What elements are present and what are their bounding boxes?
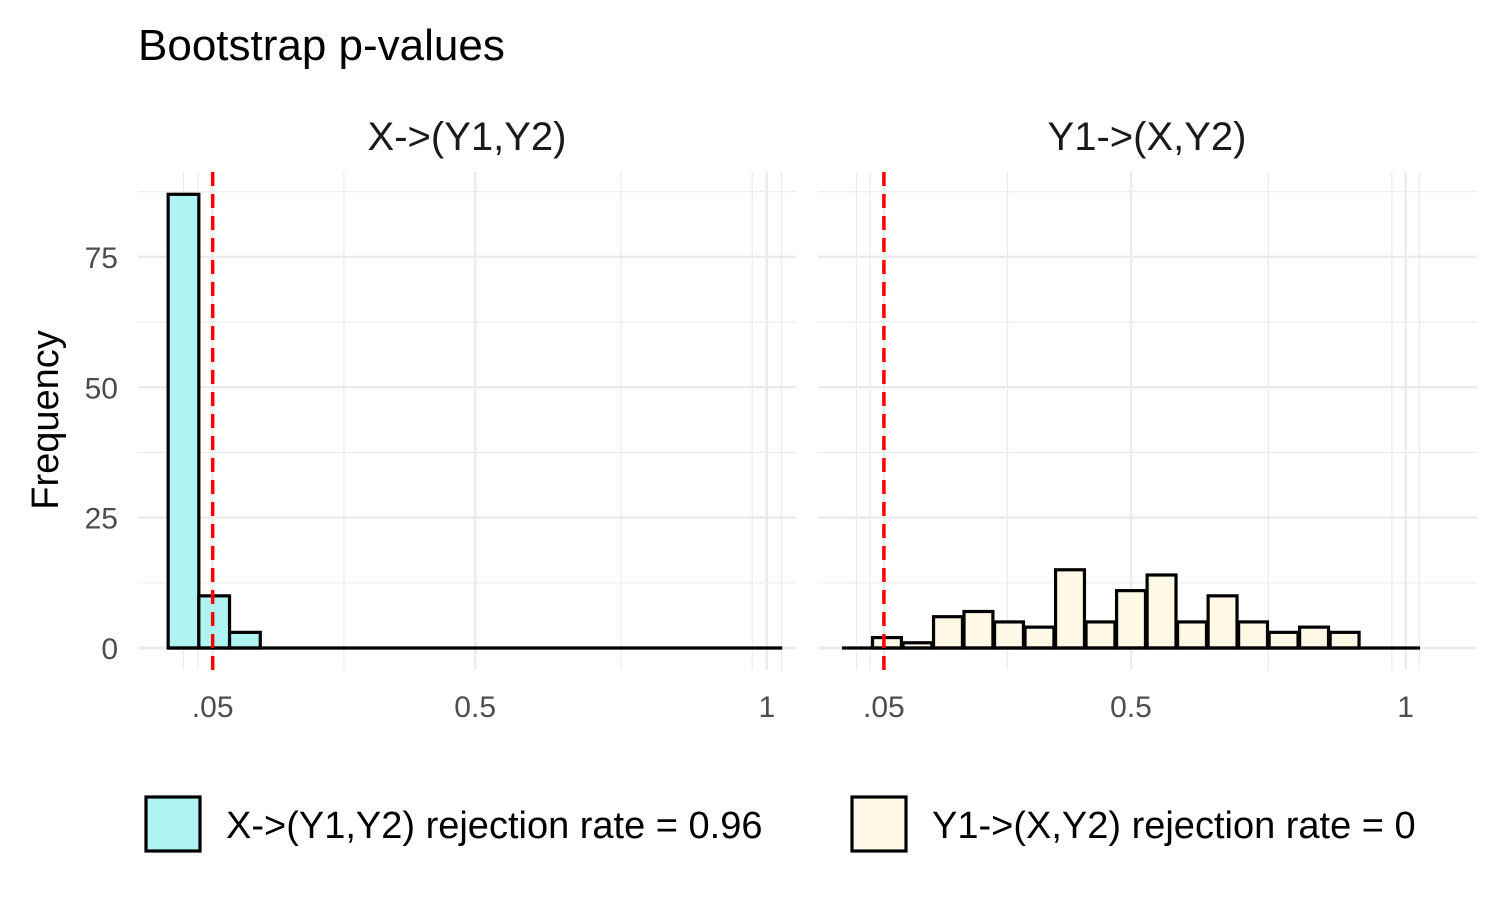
panel-y1-to-xy2: Y1->(X,Y2) .05 0.5 1: [818, 115, 1477, 724]
histogram-bar: [1084, 620, 1117, 650]
panel-strip-label: Y1->(X,Y2): [1048, 115, 1247, 159]
legend-swatch: [144, 795, 202, 853]
legend-entry: X->(Y1,Y2) rejection rate = 0.96: [144, 795, 763, 853]
histogram-bar: [962, 609, 995, 650]
histogram-bar: [931, 615, 965, 650]
y-axis-label: Frequency: [25, 330, 67, 510]
histogram-bar: [1145, 573, 1178, 650]
histogram-bar: [1328, 630, 1361, 650]
histogram-bar: [1023, 625, 1056, 650]
x-tick-label: 0.5: [1110, 691, 1152, 724]
x-axis-ticks: .05 0.5 1: [192, 691, 775, 724]
histogram-bar: [1206, 594, 1239, 650]
histogram-bar: [1053, 568, 1087, 650]
histogram-bar: [1298, 625, 1331, 650]
x-tick-label: .05: [192, 691, 234, 724]
panel-grid: [138, 172, 796, 670]
histogram-bar: [1267, 630, 1300, 650]
y-tick-label: 75: [85, 242, 118, 275]
histogram-bar: [1114, 589, 1148, 650]
x-tick-label: 1: [1397, 691, 1414, 724]
histogram-bar: [1175, 620, 1209, 650]
histogram-bar: [166, 192, 201, 650]
x-tick-label: 0.5: [454, 691, 496, 724]
y-axis-ticks: 0 25 50 75: [85, 242, 118, 666]
legend: X->(Y1,Y2) rejection rate = 0.96 Y1->(X,…: [144, 795, 1416, 853]
histogram-bar: [227, 630, 262, 650]
x-axis-ticks: .05 0.5 1: [863, 691, 1414, 724]
histogram-bar: [1236, 620, 1270, 650]
y-tick-label: 25: [85, 503, 118, 536]
chart-title: Bootstrap p-values: [138, 21, 505, 70]
y-tick-label: 0: [101, 633, 118, 666]
legend-entry: Y1->(X,Y2) rejection rate = 0: [850, 795, 1416, 853]
legend-label: X->(Y1,Y2) rejection rate = 0.96: [226, 805, 763, 847]
legend-swatch: [850, 795, 908, 853]
legend-label: Y1->(X,Y2) rejection rate = 0: [932, 805, 1416, 847]
panel-strip-label: X->(Y1,Y2): [368, 115, 567, 159]
x-tick-label: .05: [863, 691, 905, 724]
panel-bars: [841, 568, 1421, 650]
histogram-bar: [992, 620, 1026, 650]
panel-x-to-y1y2: X->(Y1,Y2) .05 0.5 1: [138, 115, 796, 724]
y-tick-label: 50: [85, 372, 118, 405]
x-tick-label: 1: [758, 691, 775, 724]
